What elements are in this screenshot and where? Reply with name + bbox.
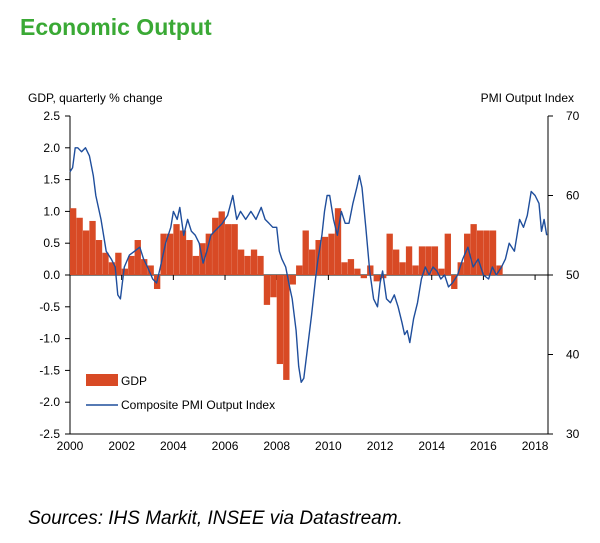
- gdp-bar: [373, 275, 380, 282]
- gdp-bar: [360, 275, 368, 279]
- gdp-bar: [451, 275, 458, 289]
- gdp-bar: [237, 249, 245, 275]
- gdp-bar: [464, 233, 471, 275]
- gdp-bar: [166, 233, 174, 275]
- chart-title: Economic Output: [20, 14, 212, 40]
- y-left-tick-label: -0.5: [39, 300, 60, 314]
- gdp-bar: [457, 262, 464, 275]
- gdp-bar: [225, 224, 232, 275]
- legend-pmi-label: Composite PMI Output Index: [121, 398, 275, 412]
- gdp-bar: [302, 230, 309, 275]
- x-tick-label: 2000: [57, 439, 84, 453]
- gdp-bar: [289, 275, 296, 285]
- legend-gdp-label: GDP: [121, 374, 147, 388]
- x-tick-label: 2012: [367, 439, 394, 453]
- y-left-tick-label: 0.5: [43, 236, 60, 250]
- y-right-tick-label: 50: [566, 268, 580, 282]
- gdp-bar: [115, 252, 122, 275]
- gdp-bar: [483, 230, 490, 275]
- x-tick-label: 2008: [263, 439, 290, 453]
- gdp-bar: [347, 259, 355, 275]
- gdp-bar: [218, 211, 225, 275]
- gdp-bar: [328, 233, 335, 275]
- gdp-bar: [186, 240, 193, 275]
- gdp-bar: [121, 268, 129, 275]
- gdp-bar: [418, 246, 426, 275]
- y-left-tick-label: 1.0: [43, 204, 60, 218]
- gdp-bar: [270, 275, 277, 298]
- gdp-bar: [205, 233, 212, 275]
- gdp-bar: [76, 217, 83, 275]
- gdp-bar: [82, 230, 90, 275]
- gdp-bar: [134, 240, 141, 275]
- gdp-bar: [263, 275, 271, 305]
- gdp-bar: [341, 262, 348, 275]
- axis-labels: 2.5 2.0 1.5 1.0 0.5 0.0 -0.5 -1.0 -1.5 -2.0 -2.5 70…: [28, 91, 580, 453]
- y-left-tick-label: -1.5: [39, 363, 60, 377]
- gdp-bars: [70, 208, 503, 380]
- pmi-line: [69, 147, 548, 383]
- gdp-bar: [425, 246, 432, 275]
- gdp-bar: [276, 275, 284, 365]
- gdp-bar: [470, 224, 477, 275]
- gdp-bar: [173, 224, 180, 275]
- x-tick-label: 2004: [160, 439, 187, 453]
- gdp-bar: [489, 230, 497, 275]
- gdp-bar: [147, 265, 154, 275]
- pmi-line-group: [69, 147, 548, 383]
- gdp-bar: [212, 217, 219, 275]
- x-tick-label: 2018: [522, 439, 549, 453]
- y-left-tick-label: -2.0: [39, 395, 60, 409]
- gdp-bar: [438, 268, 445, 275]
- y-left-tick-label: -2.5: [39, 427, 60, 441]
- gdp-bar: [431, 246, 439, 275]
- gdp-bar: [354, 268, 361, 275]
- y-right-tick-label: 60: [566, 189, 580, 203]
- gdp-bar: [244, 255, 251, 275]
- gdp-bar: [309, 249, 316, 275]
- y-right-tick-label: 30: [566, 427, 580, 441]
- y-left-tick-label: 2.5: [43, 109, 60, 123]
- gdp-bar: [179, 230, 187, 275]
- y-left-tick-label: -1.0: [39, 332, 60, 346]
- gdp-bar: [141, 259, 148, 275]
- y-right-tick-label: 40: [566, 348, 580, 362]
- x-tick-label: 2002: [108, 439, 135, 453]
- legend: GDP Composite PMI Output Index: [86, 374, 275, 412]
- y-left-axis-title: GDP, quarterly % change: [28, 91, 163, 105]
- gdp-bar: [192, 255, 200, 275]
- x-tick-label: 2014: [418, 439, 445, 453]
- gdp-bar: [399, 262, 406, 275]
- x-tick-label: 2016: [470, 439, 497, 453]
- x-tick-label: 2010: [315, 439, 342, 453]
- gdp-bar: [334, 208, 342, 275]
- gdp-bar: [95, 240, 103, 275]
- gdp-bar: [296, 265, 303, 275]
- gdp-bar: [231, 224, 238, 275]
- gdp-bar: [283, 275, 290, 380]
- gdp-bar: [102, 252, 109, 275]
- gdp-bar: [412, 265, 419, 275]
- y-left-tick-label: 1.5: [43, 173, 60, 187]
- y-right-axis-title: PMI Output Index: [481, 91, 574, 105]
- gdp-bar: [476, 230, 484, 275]
- gdp-bar: [89, 220, 96, 275]
- source-note: Sources: IHS Markit, INSEE via Datastrea…: [28, 508, 403, 529]
- gdp-bar: [250, 249, 258, 275]
- y-left-tick-label: 0.0: [43, 268, 60, 282]
- gdp-bar: [444, 233, 451, 275]
- gdp-bar: [257, 255, 264, 275]
- gdp-bar: [392, 249, 400, 275]
- chart-canvas: 2.5 2.0 1.5 1.0 0.5 0.0 -0.5 -1.0 -1.5 -2.0 -2.5 70…: [28, 91, 580, 453]
- gdp-bar: [128, 255, 135, 275]
- gdp-bar: [386, 233, 393, 275]
- gdp-bar: [405, 246, 413, 275]
- y-right-tick-label: 70: [566, 109, 580, 123]
- x-tick-label: 2006: [212, 439, 239, 453]
- y-left-tick-label: 2.0: [43, 141, 60, 155]
- gdp-bar: [108, 262, 116, 275]
- gdp-bar: [70, 208, 77, 275]
- legend-gdp-swatch: [86, 374, 118, 386]
- gdp-bar: [321, 236, 329, 275]
